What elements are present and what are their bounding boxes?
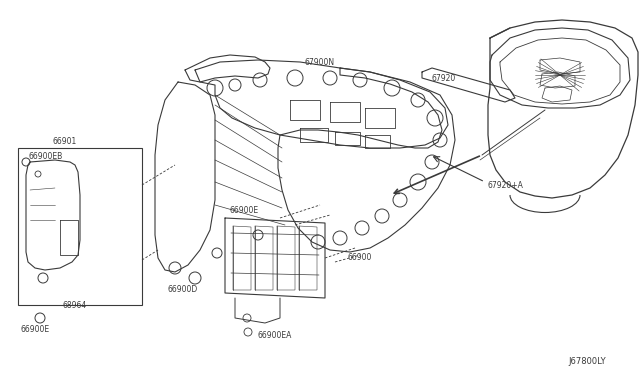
Text: 66900E: 66900E — [20, 326, 49, 334]
Text: 68964: 68964 — [62, 301, 86, 310]
Text: 66900D: 66900D — [168, 285, 198, 295]
Text: 66900EB: 66900EB — [28, 151, 62, 160]
Text: 67920+A: 67920+A — [488, 180, 524, 189]
Text: 67920: 67920 — [432, 74, 456, 83]
Text: 67900N: 67900N — [305, 58, 335, 67]
Text: J67800LY: J67800LY — [568, 357, 605, 366]
Text: 66901: 66901 — [52, 137, 76, 145]
Bar — [18, 148, 142, 305]
Text: 66900E: 66900E — [230, 205, 259, 215]
Text: 66900EA: 66900EA — [258, 330, 292, 340]
Text: 66900: 66900 — [348, 253, 372, 263]
